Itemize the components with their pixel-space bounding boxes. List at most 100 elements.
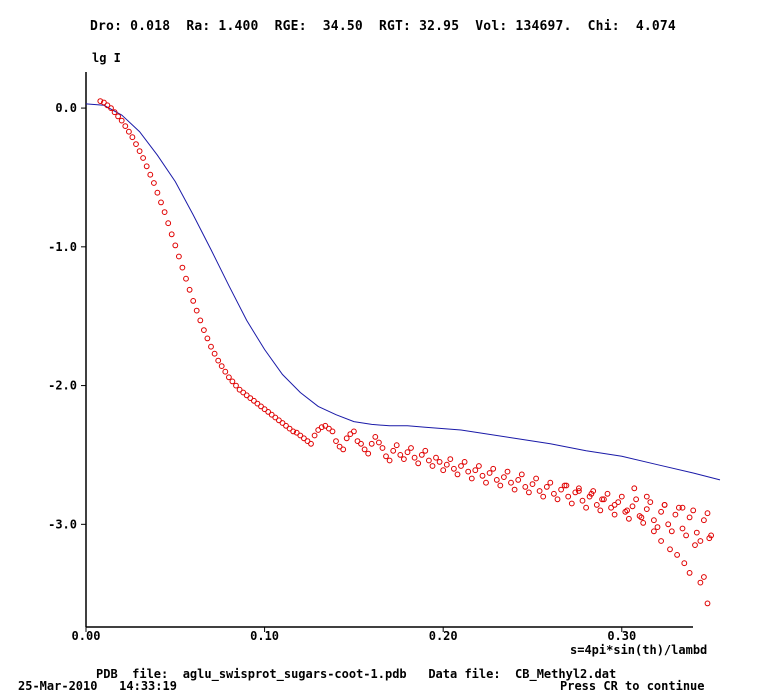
data-point bbox=[390, 447, 397, 454]
data-point bbox=[583, 504, 589, 511]
data-point bbox=[186, 286, 193, 293]
y-tick-label: -2.0 bbox=[48, 379, 77, 393]
data-point bbox=[692, 542, 698, 548]
data-point bbox=[558, 486, 564, 493]
data-point bbox=[154, 189, 161, 196]
data-point bbox=[297, 432, 304, 439]
y-axis-label: lg I bbox=[92, 51, 121, 65]
data-point bbox=[429, 463, 436, 469]
data-point bbox=[347, 431, 354, 438]
data-point bbox=[351, 428, 357, 435]
data-point bbox=[515, 477, 522, 483]
y-tick-label: -1.0 bbox=[48, 240, 77, 254]
footer-prompt: Press CR to continue bbox=[560, 679, 705, 693]
data-point bbox=[97, 98, 104, 104]
data-point bbox=[354, 438, 361, 445]
data-point bbox=[404, 449, 411, 456]
data-points bbox=[97, 98, 714, 607]
data-point bbox=[215, 357, 222, 364]
data-point bbox=[706, 535, 713, 542]
data-point bbox=[529, 481, 536, 488]
data-point bbox=[704, 600, 711, 607]
data-point bbox=[608, 504, 614, 511]
data-point bbox=[674, 552, 680, 558]
x-axis-label: s=4pi*sin(th)/lambd bbox=[570, 643, 707, 657]
data-point bbox=[133, 141, 139, 148]
data-point bbox=[640, 520, 647, 526]
data-point bbox=[372, 434, 379, 440]
data-point bbox=[201, 327, 207, 334]
x-ticks: 0.00 0.10 0.20 0.30 bbox=[72, 627, 636, 643]
data-point bbox=[615, 499, 622, 506]
data-point bbox=[479, 472, 486, 479]
data-point bbox=[276, 417, 282, 424]
data-point bbox=[290, 428, 297, 435]
data-point bbox=[111, 109, 118, 116]
data-point bbox=[122, 123, 129, 129]
data-point bbox=[143, 163, 150, 170]
data-point bbox=[165, 220, 172, 227]
data-point bbox=[261, 406, 268, 413]
data-point bbox=[340, 446, 347, 453]
data-point bbox=[508, 479, 514, 486]
data-point bbox=[293, 429, 300, 436]
data-point bbox=[501, 474, 507, 481]
data-point bbox=[172, 242, 179, 249]
data-point bbox=[476, 463, 482, 469]
data-point bbox=[422, 447, 429, 454]
data-point bbox=[543, 484, 550, 490]
data-point bbox=[411, 454, 418, 461]
data-point bbox=[115, 113, 121, 120]
data-point bbox=[108, 105, 114, 111]
data-point bbox=[208, 343, 214, 350]
data-point bbox=[690, 507, 697, 514]
y-tick-label: 0.0 bbox=[55, 101, 77, 115]
data-point bbox=[601, 496, 607, 503]
data-point bbox=[301, 435, 307, 442]
data-point bbox=[318, 424, 325, 431]
data-point bbox=[129, 134, 136, 141]
data-point bbox=[565, 493, 572, 500]
data-point bbox=[701, 574, 707, 580]
data-point bbox=[193, 307, 200, 314]
data-point bbox=[540, 493, 547, 500]
data-point bbox=[626, 515, 632, 522]
data-point bbox=[561, 482, 568, 489]
data-point bbox=[408, 445, 414, 451]
data-point bbox=[379, 445, 386, 451]
data-point bbox=[308, 440, 314, 447]
data-point bbox=[624, 507, 630, 514]
data-point bbox=[190, 298, 197, 304]
data-point bbox=[151, 180, 157, 186]
data-point bbox=[451, 465, 457, 472]
data-point bbox=[504, 468, 511, 475]
data-point bbox=[233, 382, 239, 389]
data-point bbox=[588, 490, 595, 497]
data-point bbox=[443, 461, 450, 468]
data-point bbox=[433, 454, 439, 461]
data-point bbox=[533, 475, 539, 482]
data-point bbox=[643, 493, 650, 500]
data-point bbox=[554, 496, 561, 503]
data-point bbox=[401, 456, 407, 463]
data-point bbox=[251, 397, 257, 404]
x-tick-label: 0.10 bbox=[250, 629, 279, 643]
data-point bbox=[222, 368, 229, 375]
data-point bbox=[551, 490, 557, 497]
data-point bbox=[393, 442, 400, 449]
data-point bbox=[611, 502, 618, 508]
data-point bbox=[147, 171, 154, 178]
chart-header-stats: Dro: 0.018 Ra: 1.400 RGE: 34.50 RGT: 32.… bbox=[90, 19, 676, 34]
data-point bbox=[104, 102, 111, 109]
data-point bbox=[704, 510, 711, 517]
y-ticks: 0.0 -1.0 -2.0 -3.0 bbox=[48, 101, 86, 531]
data-point bbox=[568, 500, 575, 507]
data-point bbox=[265, 409, 272, 415]
data-point bbox=[654, 524, 661, 530]
data-point bbox=[268, 411, 275, 418]
data-point bbox=[258, 403, 264, 410]
data-point bbox=[386, 457, 393, 464]
data-point bbox=[667, 546, 673, 553]
data-point bbox=[676, 504, 682, 511]
